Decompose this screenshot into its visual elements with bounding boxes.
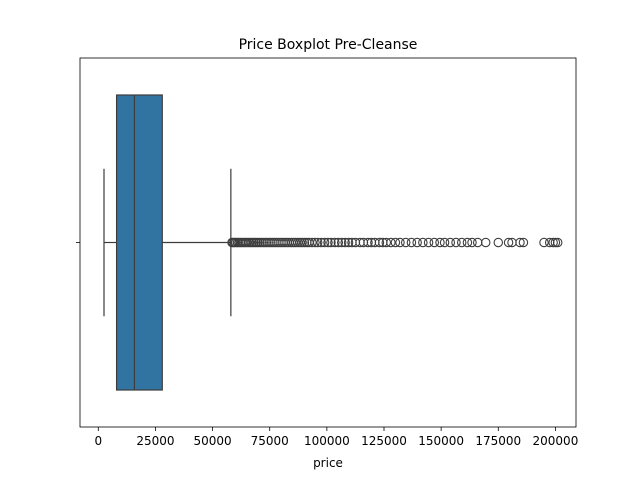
outlier-point [503, 237, 514, 248]
x-tick-label: 175000 [475, 434, 521, 448]
outlier-point [386, 237, 396, 248]
outlier-point [323, 237, 333, 248]
outlier-point [467, 237, 477, 248]
outlier-point [412, 237, 422, 248]
outlier-point [539, 237, 549, 248]
outlier-point [374, 237, 385, 248]
outlier-point [310, 237, 320, 248]
outlier-point [336, 237, 347, 248]
outlier-point [480, 237, 491, 248]
outlier-point [307, 237, 317, 248]
chart-title: Price Boxplot Pre-Cleanse [239, 37, 418, 53]
outlier-point [552, 237, 563, 248]
outlier-point [297, 237, 307, 248]
x-tick-label: 25000 [136, 434, 174, 448]
x-tick-label: 200000 [533, 434, 579, 448]
outlier-point [330, 237, 340, 248]
x-tick-label: 0 [94, 434, 102, 448]
outlier-point [312, 237, 323, 248]
outlier-point [515, 237, 525, 248]
outlier-point [363, 237, 373, 248]
outlier-point [423, 237, 434, 248]
plot-frame [79, 57, 577, 428]
outlier-point [550, 237, 561, 248]
outlier-point [435, 237, 445, 248]
outlier-point [451, 237, 461, 248]
outlier-point [299, 237, 310, 248]
outlier-point [418, 237, 428, 248]
outlier-point [445, 237, 456, 248]
outlier-point [340, 237, 350, 248]
outlier-point [400, 237, 411, 248]
outlier-point [333, 237, 344, 248]
outlier-point [395, 237, 405, 248]
outlier-point [390, 237, 401, 248]
x-tick-label: 150000 [418, 434, 464, 448]
x-tick-label: 100000 [304, 434, 350, 448]
x-tick-label: 50000 [193, 434, 231, 448]
outlier-point [429, 237, 440, 248]
outlier-point [406, 237, 417, 248]
outlier-point [439, 237, 450, 248]
outlier-point [326, 237, 336, 248]
x-tick-label: 125000 [361, 434, 407, 448]
outlier-point [316, 237, 326, 248]
iqr-box [115, 94, 163, 391]
outlier-point [548, 237, 558, 248]
outlier-point [493, 237, 504, 248]
x-axis-label: price [313, 456, 343, 470]
outlier-point [456, 237, 467, 248]
outlier-point [518, 237, 529, 248]
outlier-point [462, 237, 473, 248]
outlier-point [343, 237, 354, 248]
outlier-point [381, 237, 392, 248]
x-tick-label: 75000 [251, 434, 289, 448]
outlier-point [319, 237, 330, 248]
